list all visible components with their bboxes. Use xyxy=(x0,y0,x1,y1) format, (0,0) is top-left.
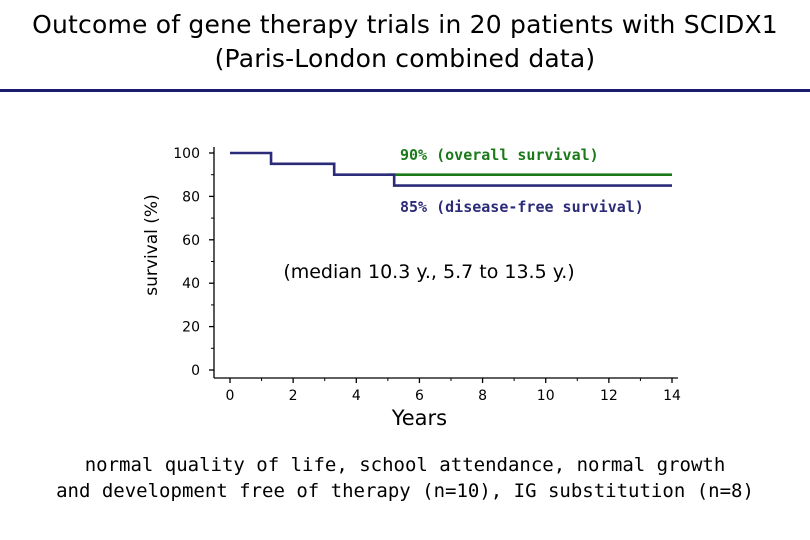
x-tick-label-6: 6 xyxy=(415,388,424,404)
x-tick-label-14: 14 xyxy=(663,388,681,404)
x-tick-label-4: 4 xyxy=(352,388,361,404)
slide-title-line-1: Outcome of gene therapy trials in 20 pat… xyxy=(32,10,778,39)
title-divider xyxy=(0,89,810,92)
x-tick-label-2: 2 xyxy=(289,388,298,404)
y-tick-label-60: 60 xyxy=(182,233,200,249)
y-tick-label-100: 100 xyxy=(173,146,200,162)
x-axis-title: Years xyxy=(391,406,447,430)
annotation-overall-survival: 90% (overall survival) xyxy=(400,146,599,164)
y-axis-title: survival (%) xyxy=(142,194,162,295)
y-tick-label-0: 0 xyxy=(191,363,200,379)
y-tick-label-80: 80 xyxy=(182,189,200,205)
chart-labels: 0 20 40 60 80 100 0 2 4 6 8 10 12 14 Years survival (%)… xyxy=(142,146,681,430)
chart-series xyxy=(230,151,672,187)
footer-line-1: normal quality of life, school attendanc… xyxy=(84,454,726,476)
series-line-disease-free-survival xyxy=(230,151,672,187)
footer-line-2: and development free of therapy (n=10), … xyxy=(56,480,754,502)
slide-title-line-2: (Paris-London combined data) xyxy=(214,44,596,73)
annotation-median-followup: (median 10.3 y., 5.7 to 13.5 y.) xyxy=(283,261,574,283)
x-tick-label-8: 8 xyxy=(478,388,487,404)
y-tick-label-40: 40 xyxy=(182,276,200,292)
x-tick-label-12: 12 xyxy=(600,388,618,404)
annotation-disease-free-survival: 85% (disease-free survival) xyxy=(400,198,644,216)
x-tick-label-0: 0 xyxy=(226,388,235,404)
x-tick-label-10: 10 xyxy=(537,388,555,404)
chart-axes xyxy=(209,147,678,383)
y-tick-label-20: 20 xyxy=(182,320,200,336)
slide-title: Outcome of gene therapy trials in 20 pat… xyxy=(0,8,810,76)
footer-notes: normal quality of life, school attendanc… xyxy=(0,452,810,504)
